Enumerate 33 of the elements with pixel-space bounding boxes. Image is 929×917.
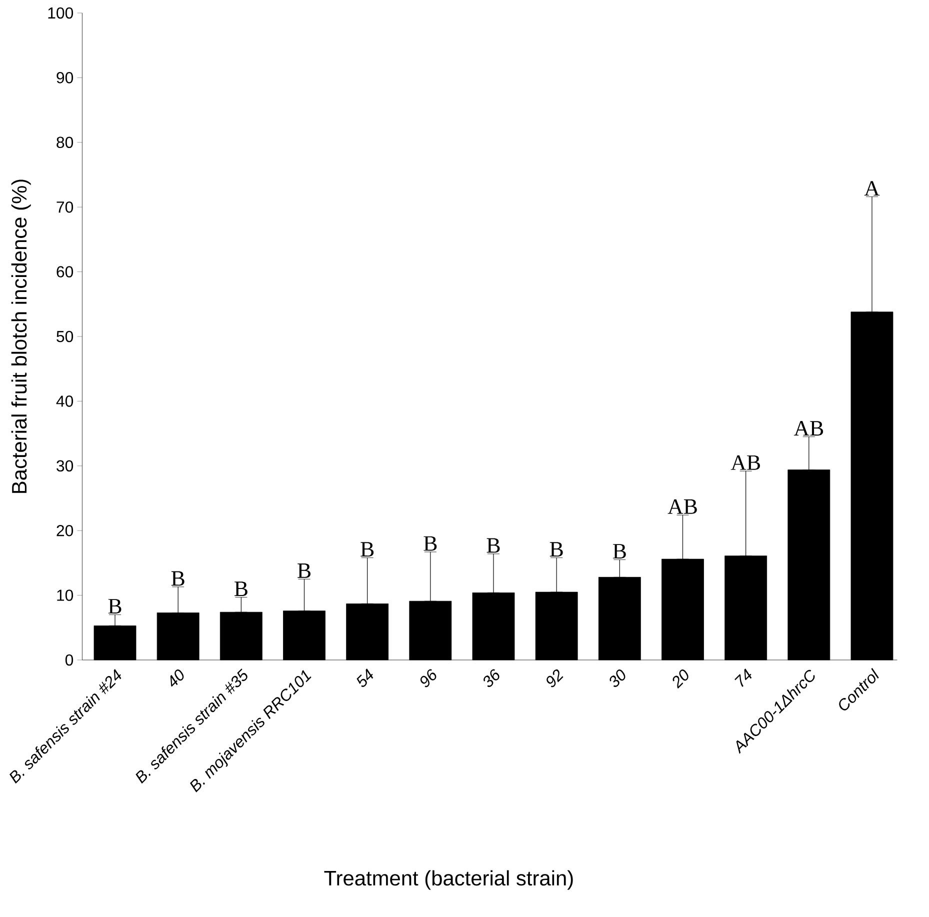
- y-tick-label: 30: [56, 460, 74, 472]
- y-tick-label: 20: [56, 524, 74, 536]
- annotation: B: [234, 582, 248, 596]
- annotation: B: [424, 536, 437, 551]
- y-tick-label: 70: [56, 201, 74, 213]
- x-tick-label: 54: [356, 668, 374, 687]
- y-tick-label: 90: [56, 72, 74, 84]
- annotation: B: [612, 544, 626, 558]
- y-tick-label: 0: [65, 654, 74, 666]
- annotation: B: [360, 542, 374, 557]
- annotation: B: [550, 542, 563, 557]
- x-tick-label: 92: [546, 669, 564, 688]
- x-tick-label: 96: [420, 669, 436, 688]
- annotation: B: [108, 599, 122, 614]
- y-tick-label: 40: [56, 396, 74, 407]
- annotation: AB: [668, 499, 697, 514]
- x-axis-title: Treatment (bacterial strain): [324, 870, 573, 890]
- x-tick-label: 20: [672, 669, 688, 689]
- x-tick-label: 30: [610, 669, 626, 687]
- y-tick-label: 50: [56, 330, 74, 342]
- annotation: B: [486, 538, 500, 553]
- y-tick-label: 100: [48, 7, 74, 19]
- y-tick-label: 60: [56, 266, 74, 278]
- annotation: B: [298, 563, 310, 578]
- annotation: A: [864, 181, 880, 196]
- x-tick-label: 36: [484, 669, 500, 687]
- annotation: AB: [730, 455, 760, 470]
- annotation: B: [171, 571, 184, 586]
- y-axis-title: Bacterial fruit blotch incidence (%): [11, 180, 31, 493]
- y-tick-label: 10: [57, 590, 74, 601]
- y-tick-label: 80: [56, 136, 74, 148]
- annotation: AB: [794, 421, 824, 436]
- x-tick-label: 40: [170, 669, 184, 687]
